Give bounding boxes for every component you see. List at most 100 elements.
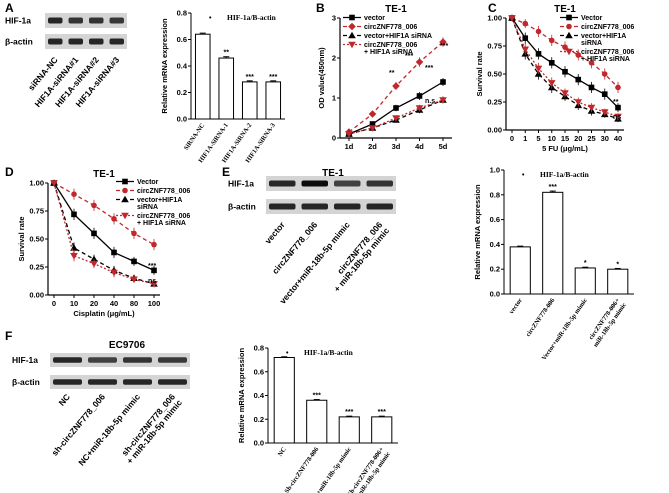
data-point (562, 68, 568, 75)
bar (574, 267, 596, 295)
data-point (91, 230, 97, 237)
line-chart-d: TE-1 0.00 0.25 0.50 0.75 1.00 0 10 20 40 80 100 Cisp… (17, 169, 190, 318)
data-point (122, 178, 128, 185)
x-axis-label: Cisplatin (μg/mL) (73, 309, 135, 318)
y-axis-label: Survival rate (475, 51, 484, 96)
western-blot-a: HIF-1aβ-actinsiRNA-NCHIF1A-siRNA#1HIF1A-… (5, 13, 127, 109)
data-point (345, 131, 353, 138)
y-tick-label: 0.00 (29, 291, 44, 300)
x-tick-label: 20 (574, 134, 582, 143)
data-point (565, 31, 573, 39)
series-line (53, 182, 155, 271)
x-axis-label: 5 FU (μg/mL) (542, 144, 588, 153)
blot-band (334, 180, 361, 187)
data-point (393, 105, 399, 111)
blot-band (89, 17, 104, 24)
blot-band (68, 17, 83, 24)
data-point (131, 230, 137, 237)
bar (371, 416, 393, 444)
legend-label: circZNF778_006 + HIF1A siRNA (581, 49, 634, 63)
legend-label: vector+HIF1A siRNA (364, 33, 432, 40)
chart-title: TE-1 (385, 4, 407, 15)
blot-band (109, 38, 124, 45)
y-tick-label: 0.8 (177, 9, 187, 18)
data-point (547, 80, 556, 87)
significance-mark: * (584, 260, 587, 267)
blot-row-label: HIF-1a (12, 355, 38, 365)
y-tick-label: 0 (332, 134, 336, 143)
data-point (121, 195, 129, 203)
data-point (521, 46, 530, 54)
significance-mark: *** (425, 65, 433, 72)
x-tick-label: SiRNA-NC (183, 122, 207, 152)
blot-row-label: β-actin (12, 377, 40, 387)
x-tick-label: Sh-circZNF778-006 (283, 446, 320, 493)
y-tick-label: 0.8 (490, 190, 500, 199)
western-blot-f: HIF-1aβ-actinNCsh-circZNF778_006NC+miR-1… (12, 353, 190, 468)
series-line (53, 182, 155, 285)
blot-strip (45, 13, 127, 28)
blot-band (366, 203, 393, 210)
panel-label-f: F (5, 329, 12, 343)
blot-band (123, 379, 152, 385)
data-point (130, 276, 138, 284)
panel-label-c: C (488, 1, 497, 15)
y-tick-label: 0.50 (487, 70, 502, 79)
y-tick-label: 0.6 (177, 35, 187, 44)
blot-strip (50, 353, 190, 367)
blot-lane-label: NC (56, 392, 72, 408)
blot-title-f: EC9706 (109, 340, 146, 351)
x-tick-label: 15 (561, 134, 569, 143)
data-point (90, 260, 98, 268)
x-tick-label: 1d (345, 142, 354, 151)
blot-band (301, 180, 328, 187)
y-tick-label: 1.0 (490, 166, 500, 175)
blot-band (301, 203, 328, 210)
data-point (349, 14, 355, 21)
significance-mark: *** (246, 74, 254, 81)
data-point (561, 90, 569, 97)
data-point (574, 99, 583, 106)
data-point (392, 82, 400, 90)
data-point (575, 52, 582, 58)
bar (607, 268, 629, 295)
data-point (534, 65, 543, 73)
x-tick-label: 5d (439, 142, 448, 151)
legend-label: circZNF778_006 (581, 24, 634, 31)
legend-label: vector (364, 15, 385, 22)
data-point (369, 121, 376, 127)
x-tick-label: circZNF778-006+miR-18b-5p mimic (586, 297, 628, 349)
data-point (535, 51, 542, 57)
significance-mark: ** (224, 50, 230, 57)
y-axis-label: Relative mRNA expression (473, 184, 482, 280)
blot-band (89, 38, 104, 45)
x-tick-label: 20 (90, 299, 98, 308)
legend-bullet: • (209, 15, 212, 22)
chart-title: HIF-1a/B-actin (540, 170, 590, 179)
data-point (131, 258, 137, 265)
blot-row-label: β-actin (228, 202, 256, 212)
blot-band (366, 180, 393, 187)
bar (542, 191, 564, 295)
panel-label-a: A (5, 1, 14, 15)
x-tick-label: circZNF778-006 (525, 297, 557, 338)
significance-mark: *** (440, 43, 448, 50)
data-point (566, 14, 572, 21)
data-point (565, 48, 573, 56)
significance-mark: *** (269, 74, 277, 81)
x-tick-label: Sh-circZNF778-006+miR-18b-5p mimic (346, 446, 392, 493)
data-point (601, 71, 608, 77)
y-tick-label: 3 (332, 14, 336, 23)
data-point (600, 109, 609, 116)
x-tick-label: 40 (614, 134, 622, 143)
y-tick-label: 1.00 (487, 14, 502, 23)
significance-mark: *** (549, 184, 557, 191)
significance-mark: ns (613, 114, 621, 121)
chart-title: HIF-1a/B-actin (227, 13, 277, 22)
bar (265, 81, 282, 120)
significance-mark: *** (313, 393, 321, 400)
x-tick-label: 5 (536, 134, 540, 143)
data-point (90, 255, 98, 262)
blot-band (48, 17, 63, 24)
